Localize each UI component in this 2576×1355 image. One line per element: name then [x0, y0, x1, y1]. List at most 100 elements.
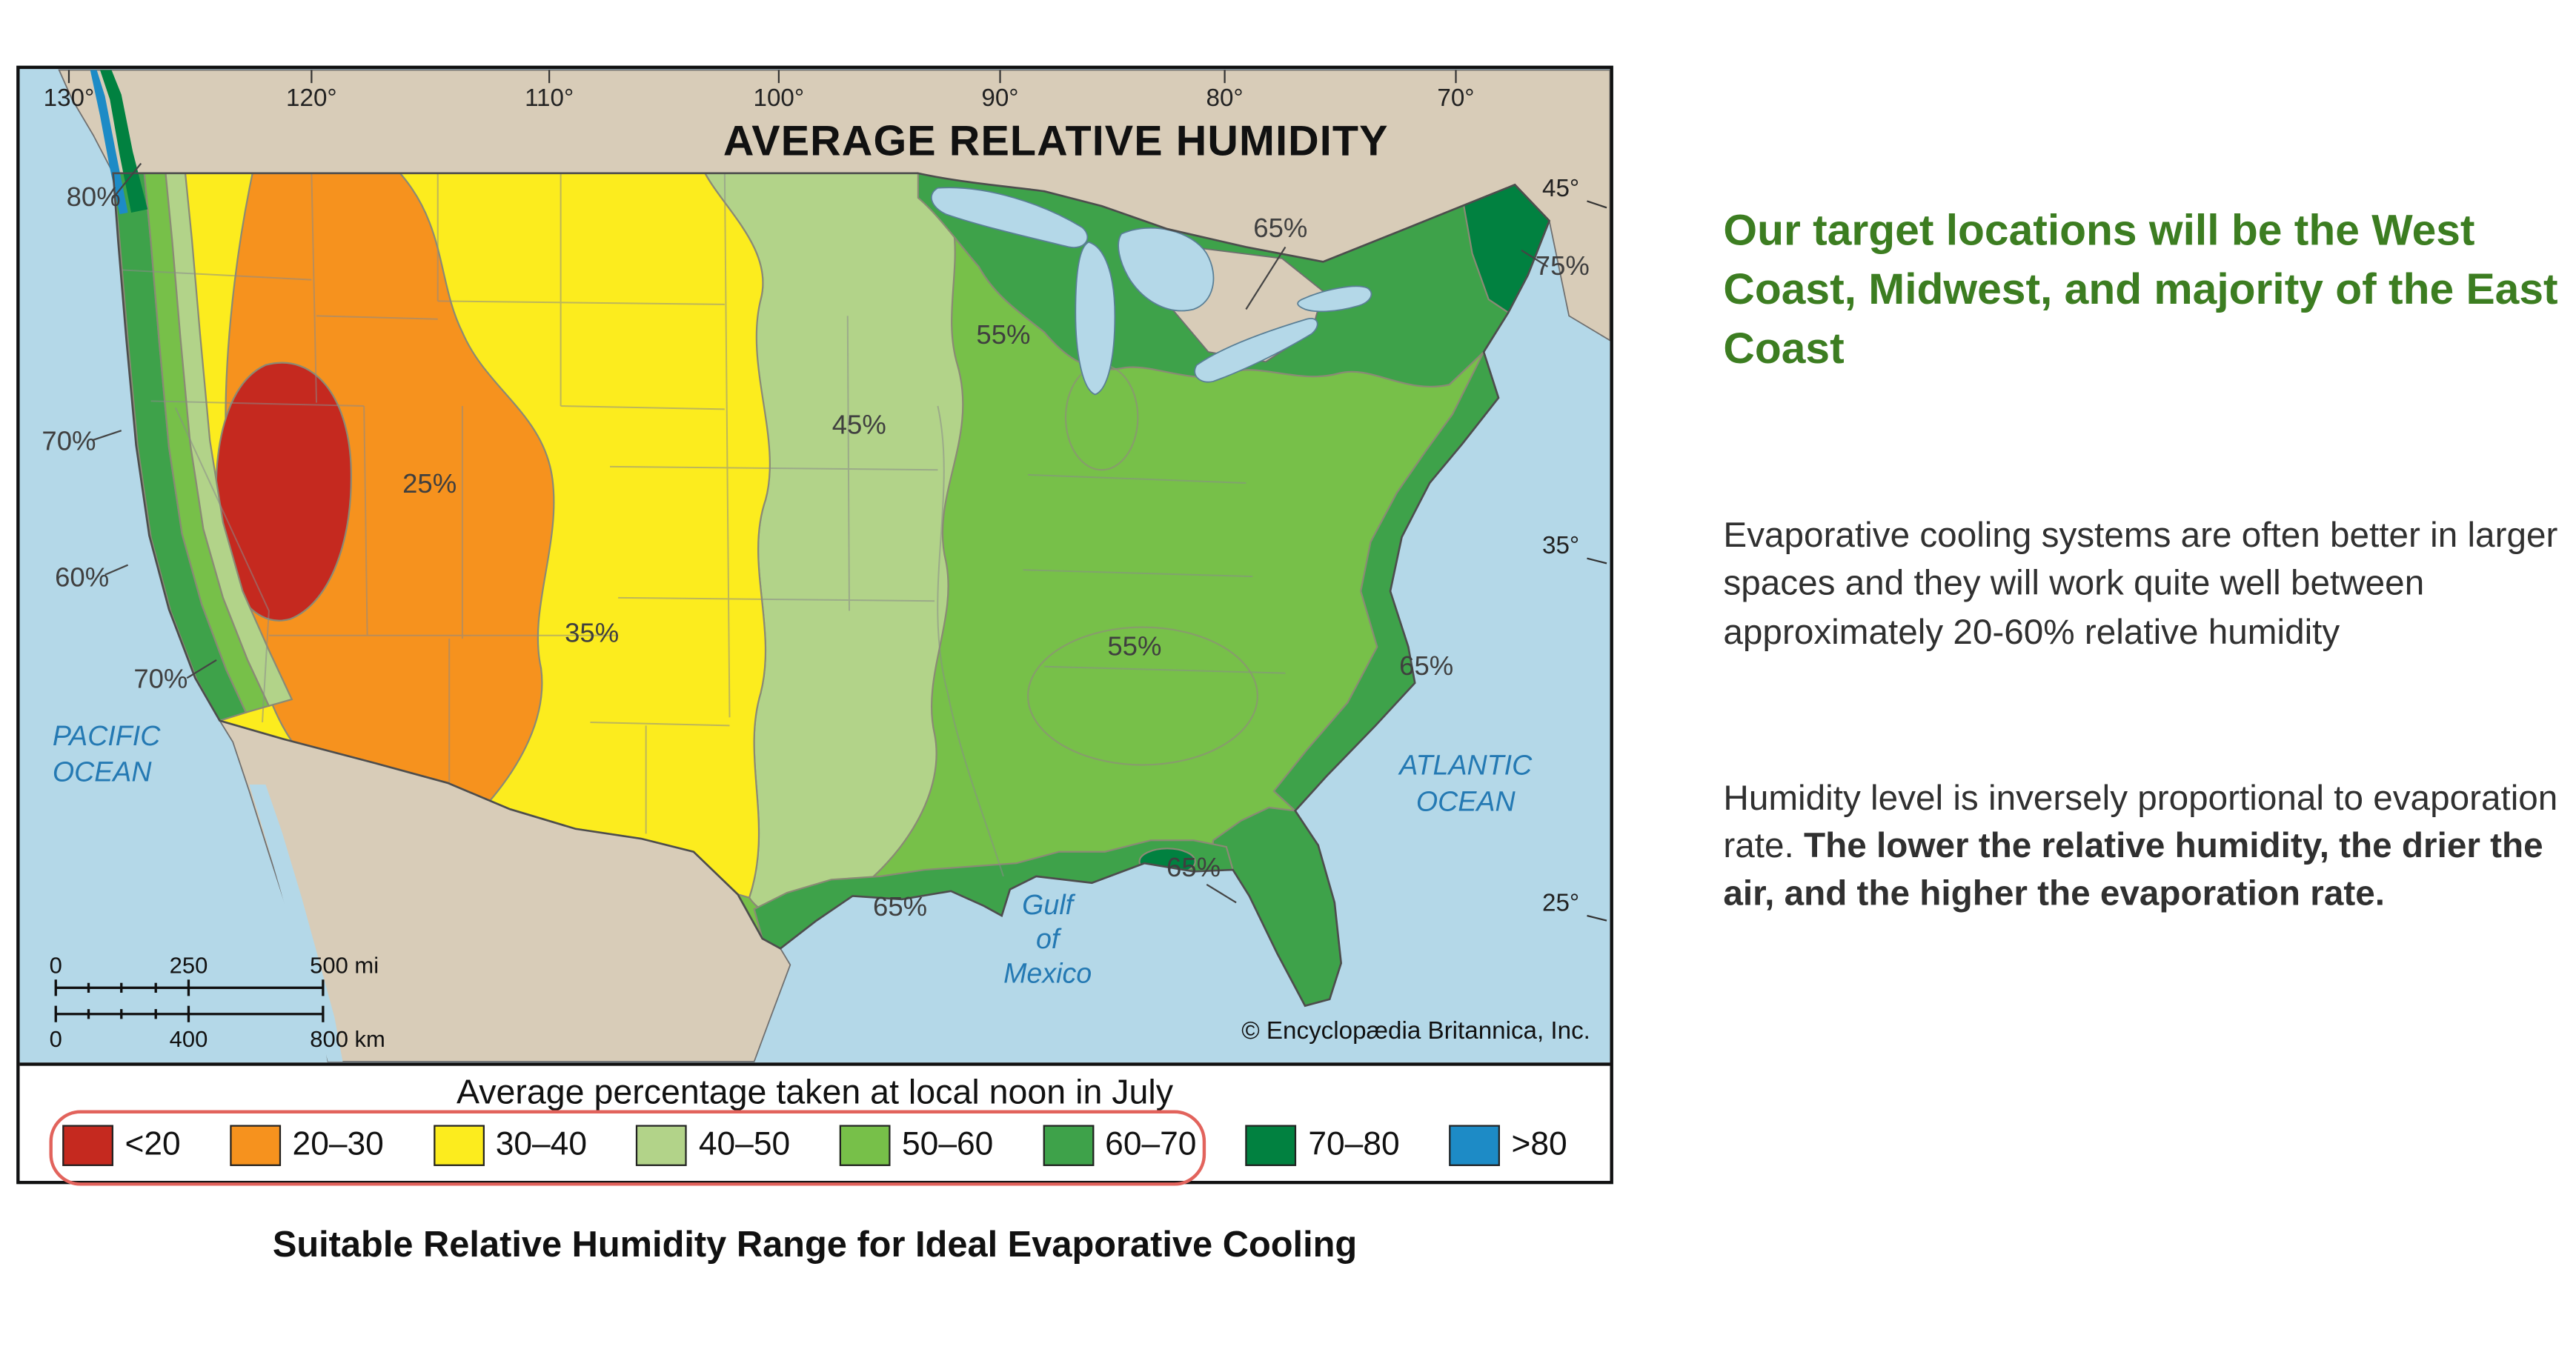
scale-bar-km-labels: 0 400 800 km — [50, 1026, 385, 1052]
ocean-label-atlantic: OCEAN — [1416, 785, 1516, 816]
scale-km-800: 800 km — [310, 1026, 385, 1052]
legend-swatch-40-50 — [636, 1125, 688, 1166]
humidity-label: 65% — [1399, 650, 1453, 681]
ocean-label-pacific: PACIFIC — [53, 720, 161, 751]
scale-mi-500: 500 mi — [310, 952, 379, 978]
legend-label: 50–60 — [902, 1126, 994, 1163]
humidity-label: 65% — [1166, 852, 1221, 882]
zone-70-80-nw-coast — [100, 70, 148, 213]
legend-label: 40–50 — [698, 1126, 791, 1163]
scale-km-0: 0 — [50, 1026, 62, 1052]
map-legend: Average percentage taken at local noon i… — [19, 1062, 1610, 1186]
legend-item: 70–80 — [1246, 1125, 1400, 1166]
legend-item: 30–40 — [433, 1125, 587, 1166]
legend-swatch-60-70 — [1042, 1125, 1094, 1166]
longitude-label: 110° — [525, 84, 574, 112]
humidity-point-labels: 80% 70% 60% 70% 25% 35% 45% 55% 55% 65% … — [42, 182, 1589, 922]
ocean-labels: PACIFIC OCEAN ATLANTIC OCEAN Gulf of Mex… — [53, 720, 1533, 989]
notes-paragraph-1: Evaporative cooling systems are often be… — [1723, 516, 2558, 652]
humidity-label: 45% — [832, 410, 886, 440]
ocean-label-pacific: OCEAN — [53, 756, 153, 788]
map-title: AVERAGE RELATIVE HUMIDITY — [723, 118, 1389, 165]
legend-label: 70–80 — [1308, 1126, 1400, 1163]
latitude-label: 25° — [1542, 889, 1579, 916]
longitude-label: 120° — [286, 84, 337, 112]
zone-over-80-nw-coast — [90, 70, 128, 215]
legend-swatch-under-20 — [62, 1125, 113, 1166]
latitude-label: 35° — [1542, 532, 1579, 559]
humidity-label: 65% — [1253, 213, 1307, 243]
longitude-label: 100° — [754, 84, 805, 112]
longitude-labels: 130° 120° 110° 100° 90° 80° 70° — [44, 84, 1475, 112]
legend-item: 60–70 — [1042, 1125, 1197, 1166]
humidity-label: 55% — [1107, 630, 1161, 661]
humidity-label: 80% — [67, 182, 121, 212]
us-humidity-map: AVERAGE RELATIVE HUMIDITY 130° 120° 110°… — [19, 69, 1610, 1062]
legend-highlight-box — [49, 1110, 1206, 1186]
zone-under-20 — [215, 362, 352, 622]
lake-michigan — [1075, 241, 1116, 396]
humidity-label: 70% — [42, 426, 96, 456]
great-lakes — [931, 187, 1372, 396]
latitude-labels: 45° 35° 25° — [1542, 175, 1579, 917]
scale-km-400: 400 — [170, 1026, 208, 1052]
copyright-text: © Encyclopædia Britannica, Inc. — [1241, 1017, 1590, 1045]
humidity-label: 70% — [133, 663, 187, 693]
legend-label: >80 — [1511, 1126, 1567, 1163]
humidity-label: 35% — [565, 618, 619, 648]
scale-bar-miles-labels: 0 250 500 mi — [50, 952, 379, 978]
legend-label: <20 — [125, 1126, 181, 1163]
graticule-ticks — [67, 70, 1607, 922]
state-borders — [121, 173, 1286, 877]
scale-bar: 0 250 500 mi 0 400 800 km — [50, 952, 385, 1052]
scale-mi-250: 250 — [170, 952, 208, 978]
humidity-map-figure: AVERAGE RELATIVE HUMIDITY 130° 120° 110°… — [16, 65, 1613, 1266]
legend-swatch-over-80 — [1449, 1125, 1500, 1166]
longitude-label: 80° — [1206, 84, 1244, 112]
ocean-label-gulf: Gulf — [1022, 889, 1076, 920]
humidity-label: 65% — [873, 891, 927, 922]
zone-40-50-west-strip — [165, 173, 293, 708]
legend-label: 20–30 — [292, 1126, 384, 1163]
legend-swatch-30-40 — [433, 1125, 485, 1166]
scale-bar-lines — [54, 979, 325, 1022]
notes-paragraph-2-bold: The lower the relative humidity, the dri… — [1723, 826, 2543, 914]
lake-ontario — [1297, 285, 1372, 313]
legend-item: 20–30 — [230, 1125, 384, 1166]
pacific-northwest-coastal-bands — [90, 70, 148, 215]
legend-title: Average percentage taken at local noon i… — [456, 1073, 1174, 1112]
ocean-label-atlantic: ATLANTIC — [1398, 750, 1533, 781]
longitude-label: 130° — [44, 84, 95, 112]
legend-swatch-50-60 — [839, 1125, 891, 1166]
legend-swatch-20-30 — [230, 1125, 282, 1166]
notes-paragraph-2-regular: Humidity level is inversely proportional… — [1723, 778, 2558, 866]
notes-paragraph-2: Humidity level is inversely proportional… — [1723, 775, 2576, 919]
humidity-label: 60% — [55, 562, 109, 592]
humidity-label: 25% — [402, 468, 457, 499]
notes-heading: Our target locations will be the West Co… — [1723, 205, 2558, 373]
legend-item: 50–60 — [839, 1125, 994, 1166]
lake-huron — [1118, 227, 1215, 312]
longitude-label: 70° — [1437, 84, 1474, 112]
humidity-label: 75% — [1536, 250, 1590, 281]
latitude-label: 45° — [1542, 175, 1579, 202]
ocean-label-gulf: of — [1036, 923, 1062, 954]
lake-superior — [931, 187, 1089, 248]
map-box: AVERAGE RELATIVE HUMIDITY 130° 120° 110°… — [16, 65, 1613, 1186]
legend-row: <20 20–30 30–40 40–50 — [39, 1110, 1590, 1186]
legend-item: <20 — [62, 1125, 181, 1166]
lake-erie — [1194, 318, 1318, 383]
notes-panel: Our target locations will be the West Co… — [1723, 200, 2576, 919]
humidity-label: 55% — [976, 319, 1030, 350]
ocean-label-gulf: Mexico — [1003, 958, 1092, 989]
label-leader-lines — [91, 162, 1548, 904]
us-outline — [112, 172, 1551, 1008]
legend-item: 40–50 — [636, 1125, 791, 1166]
gulf-of-california — [249, 785, 343, 1062]
scale-mi-0: 0 — [50, 952, 62, 978]
legend-swatch-70-80 — [1246, 1125, 1297, 1166]
figure-caption: Suitable Relative Humidity Range for Ide… — [272, 1223, 1358, 1265]
longitude-label: 90° — [981, 84, 1018, 112]
legend-label: 60–70 — [1105, 1126, 1197, 1163]
